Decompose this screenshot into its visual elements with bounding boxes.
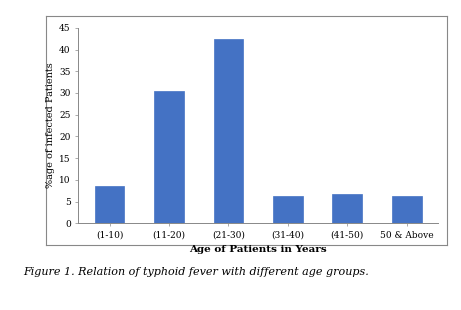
Bar xyxy=(213,39,243,223)
Y-axis label: %age of infected Patients: %age of infected Patients xyxy=(46,63,55,188)
Bar xyxy=(392,196,422,223)
Bar xyxy=(273,196,303,223)
Bar xyxy=(332,194,362,223)
Text: Figure 1. Relation of typhoid fever with different age groups.: Figure 1. Relation of typhoid fever with… xyxy=(23,267,369,277)
Bar xyxy=(154,91,184,223)
X-axis label: Age of Patients in Years: Age of Patients in Years xyxy=(189,246,327,255)
Bar xyxy=(95,186,124,223)
